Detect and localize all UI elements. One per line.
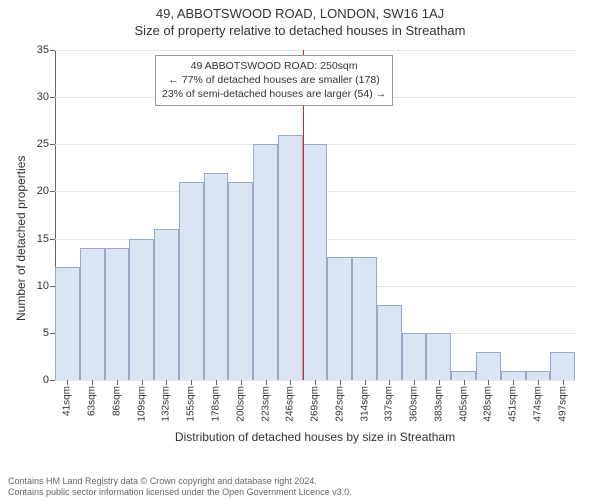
histogram-bar [426, 333, 451, 380]
x-tick-label: 178sqm [210, 386, 221, 422]
callout-line2: ← 77% of detached houses are smaller (17… [162, 73, 386, 87]
x-tick-mark [117, 380, 118, 385]
footer-attribution: Contains HM Land Registry data © Crown c… [0, 476, 600, 499]
histogram-bar [303, 144, 328, 380]
y-tick-label: 20 [37, 185, 49, 197]
x-tick-mark [266, 380, 267, 385]
histogram-bar [451, 371, 476, 380]
x-tick-label: 200sqm [235, 386, 246, 422]
histogram-bar [228, 182, 253, 380]
x-tick-mark [191, 380, 192, 385]
y-tick-label: 5 [43, 327, 49, 339]
chart-container: 49, ABBOTSWOOD ROAD, LONDON, SW16 1AJ Si… [0, 0, 600, 500]
histogram-bar [105, 248, 130, 380]
x-tick-mark [365, 380, 366, 385]
histogram-bar [352, 257, 377, 380]
x-tick-mark [439, 380, 440, 385]
y-tick-label: 0 [43, 374, 49, 386]
x-tick-label: 314sqm [359, 386, 370, 422]
x-tick-mark [464, 380, 465, 385]
x-tick-label: 223sqm [260, 386, 271, 422]
x-tick-mark [166, 380, 167, 385]
x-tick-mark [241, 380, 242, 385]
histogram-bar [253, 144, 278, 380]
histogram-bar [55, 267, 80, 380]
histogram-bar [80, 248, 105, 380]
x-tick-mark [67, 380, 68, 385]
x-tick-label: 497sqm [557, 386, 568, 422]
y-tick-mark [50, 380, 55, 381]
histogram-bar [278, 135, 303, 380]
x-tick-label: 292sqm [334, 386, 345, 422]
x-tick-label: 383sqm [433, 386, 444, 422]
callout-line3: 23% of semi-detached houses are larger (… [162, 87, 386, 101]
y-tick-label: 10 [37, 280, 49, 292]
callout-box: 49 ABBOTSWOOD ROAD: 250sqm ← 77% of deta… [155, 55, 393, 106]
x-axis-title: Distribution of detached houses by size … [55, 430, 575, 444]
chart-title-line1: 49, ABBOTSWOOD ROAD, LONDON, SW16 1AJ [0, 0, 600, 21]
callout-line1: 49 ABBOTSWOOD ROAD: 250sqm [162, 59, 386, 73]
x-tick-mark [538, 380, 539, 385]
histogram-bar [526, 371, 551, 380]
x-tick-mark [290, 380, 291, 385]
x-tick-label: 63sqm [87, 386, 98, 416]
x-tick-label: 132sqm [161, 386, 172, 422]
x-tick-label: 246sqm [285, 386, 296, 422]
histogram-bar [377, 305, 402, 380]
x-tick-label: 86sqm [111, 386, 122, 416]
histogram-bar [501, 371, 526, 380]
y-tick-label: 35 [37, 44, 49, 56]
chart-title-line2: Size of property relative to detached ho… [0, 21, 600, 38]
y-axis-title: Number of detached properties [14, 155, 28, 320]
x-tick-mark [92, 380, 93, 385]
x-tick-mark [488, 380, 489, 385]
x-tick-label: 474sqm [532, 386, 543, 422]
histogram-bar [550, 352, 575, 380]
x-tick-label: 269sqm [310, 386, 321, 422]
footer-line2: Contains public sector information licen… [8, 487, 592, 498]
histogram-bar [179, 182, 204, 380]
x-tick-label: 428sqm [483, 386, 494, 422]
x-tick-label: 41sqm [62, 386, 73, 416]
x-tick-mark [142, 380, 143, 385]
x-tick-label: 109sqm [136, 386, 147, 422]
x-tick-mark [513, 380, 514, 385]
x-tick-mark [414, 380, 415, 385]
x-tick-label: 155sqm [186, 386, 197, 422]
x-tick-label: 360sqm [409, 386, 420, 422]
histogram-bar [327, 257, 352, 380]
footer-line1: Contains HM Land Registry data © Crown c… [8, 476, 592, 487]
histogram-bar [129, 239, 154, 380]
histogram-bar [204, 173, 229, 380]
histogram-bar [476, 352, 501, 380]
x-tick-label: 405sqm [458, 386, 469, 422]
x-tick-mark [340, 380, 341, 385]
x-tick-mark [389, 380, 390, 385]
x-tick-mark [563, 380, 564, 385]
histogram-bar [402, 333, 427, 380]
y-tick-label: 15 [37, 233, 49, 245]
y-tick-label: 25 [37, 138, 49, 150]
x-tick-mark [315, 380, 316, 385]
x-tick-mark [216, 380, 217, 385]
y-tick-label: 30 [37, 91, 49, 103]
x-tick-label: 451sqm [508, 386, 519, 422]
histogram-bar [154, 229, 179, 380]
x-tick-label: 337sqm [384, 386, 395, 422]
